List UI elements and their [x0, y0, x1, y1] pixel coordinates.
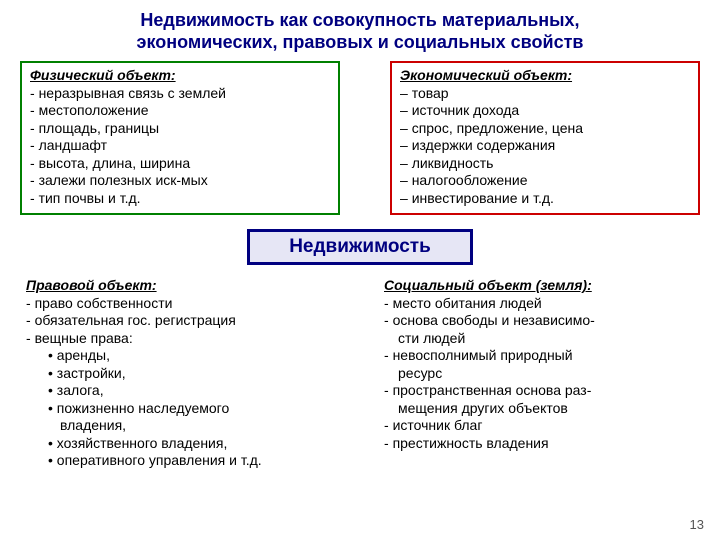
sub-item: залога,: [26, 382, 336, 400]
box4-title: Социальный объект (земля):: [384, 277, 592, 293]
list-cont: мещения других объектов: [384, 400, 694, 418]
list-item: залежи полезных иск-мых: [30, 172, 330, 190]
list-item: право собственности: [26, 295, 336, 313]
list-item: инвестирование и т.д.: [400, 190, 690, 208]
list-item: пространственная основа раз-: [384, 382, 694, 400]
list-item: обязательная гос. регистрация: [26, 312, 336, 330]
list-item: неразрывная связь с землей: [30, 85, 330, 103]
title-line2: экономических, правовых и социальных сво…: [137, 32, 584, 52]
sub-item: застройки,: [26, 365, 336, 383]
sub-item: пожизненно наследуемого: [26, 400, 336, 418]
physical-object-box: Физический объект: неразрывная связь с з…: [20, 61, 340, 215]
bottom-row: Правовой объект: право собственности обя…: [0, 275, 720, 472]
sub-cont: владения,: [26, 417, 336, 435]
list-item: местоположение: [30, 102, 330, 120]
top-row: Физический объект: неразрывная связь с з…: [0, 61, 720, 215]
list-item: невосполнимый природный: [384, 347, 694, 365]
list-item: спрос, предложение, цена: [400, 120, 690, 138]
list-item: место обитания людей: [384, 295, 694, 313]
sub-item: оперативного управления и т.д.: [26, 452, 336, 470]
list-item: издержки содержания: [400, 137, 690, 155]
list-item: источник благ: [384, 417, 694, 435]
page-number: 13: [690, 517, 704, 532]
social-object-box: Социальный объект (земля): место обитани…: [378, 275, 700, 472]
economic-object-box: Экономический объект: товар источник дох…: [390, 61, 700, 215]
list-item: тип почвы и т.д.: [30, 190, 330, 208]
box1-title: Физический объект:: [30, 67, 176, 83]
list-item: высота, длина, ширина: [30, 155, 330, 173]
list-item: источник дохода: [400, 102, 690, 120]
list-item: основа свободы и независимо-: [384, 312, 694, 330]
list-item: вещные права:: [26, 330, 336, 348]
list-item: престижность владения: [384, 435, 694, 453]
list-item: площадь, границы: [30, 120, 330, 138]
legal-object-box: Правовой объект: право собственности обя…: [20, 275, 342, 472]
box2-title: Экономический объект:: [400, 67, 572, 83]
diagram-title: Недвижимость как совокупность материальн…: [0, 0, 720, 61]
list-item: ландшафт: [30, 137, 330, 155]
sub-item: аренды,: [26, 347, 336, 365]
sub-item: хозяйственного владения,: [26, 435, 336, 453]
box3-title: Правовой объект:: [26, 277, 157, 293]
list-cont: сти людей: [384, 330, 694, 348]
list-cont: ресурс: [384, 365, 694, 383]
list-item: товар: [400, 85, 690, 103]
center-label: Недвижимость: [247, 229, 473, 265]
title-line1: Недвижимость как совокупность материальн…: [140, 10, 579, 30]
list-item: налогообложение: [400, 172, 690, 190]
list-item: ликвидность: [400, 155, 690, 173]
